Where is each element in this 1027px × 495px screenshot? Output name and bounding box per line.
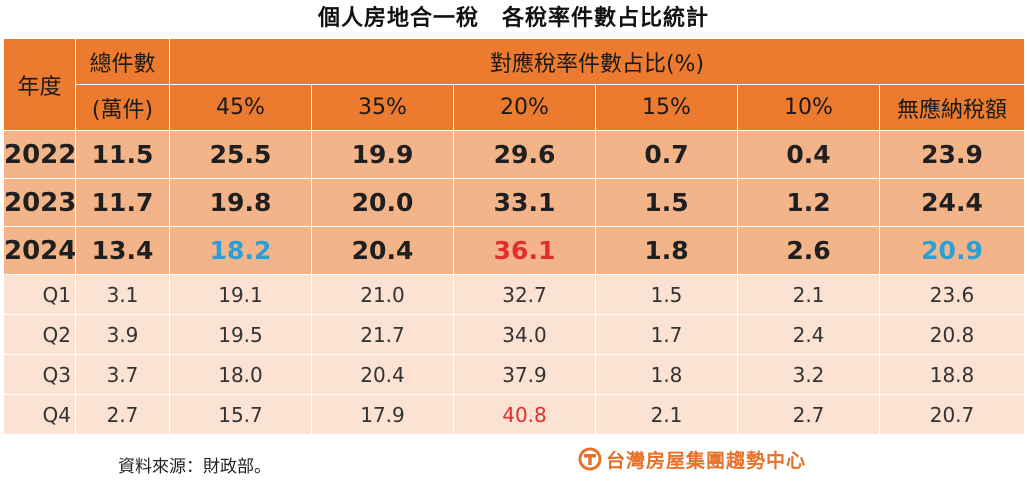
ratio-group-header: 對應稅率件數占比(%): [168, 38, 1026, 85]
value-cell: 1.5: [595, 178, 738, 227]
value-cell: 21.0: [311, 274, 454, 315]
value-cell: 1.8: [595, 354, 738, 395]
year-cell: 2024: [3, 226, 76, 275]
value-cell: 17.9: [311, 394, 454, 435]
value-cell: 3.2: [737, 354, 880, 395]
value-cell: 19.5: [169, 314, 312, 355]
total-cell: 3.1: [75, 274, 170, 315]
value-cell: 0.4: [737, 130, 880, 179]
total-cell: 11.7: [75, 178, 170, 227]
year-header: 年度: [3, 38, 76, 131]
value-cell: 23.6: [878, 274, 1026, 315]
rate-header-45: 45%: [169, 84, 312, 131]
table-row: Q1 3.1 19.1 21.0 32.7 1.5 2.1 23.6: [3, 274, 1026, 315]
value-cell: 34.0: [453, 314, 596, 355]
value-cell: 20.4: [311, 354, 454, 395]
value-cell: 19.1: [169, 274, 312, 315]
table-row: 2024 13.4 18.2 20.4 36.1 1.8 2.6 20.9: [3, 226, 1026, 275]
year-cell: 2023: [3, 178, 76, 227]
value-cell: 20.7: [878, 394, 1026, 435]
value-cell: 25.5: [169, 130, 312, 179]
quarter-cell: Q1: [3, 274, 76, 315]
value-cell: 29.6: [453, 130, 596, 179]
value-cell: 2.1: [595, 394, 738, 435]
total-unit-header: (萬件): [75, 84, 170, 131]
value-cell: 2.6: [737, 226, 880, 275]
value-cell: 20.0: [311, 178, 454, 227]
value-cell: 2.4: [737, 314, 880, 355]
value-cell: 1.8: [595, 226, 738, 275]
source-note: 資料來源：財政部。: [118, 457, 271, 477]
value-cell: 15.7: [169, 394, 312, 435]
value-cell-highlight-low: 20.9: [878, 226, 1026, 275]
value-cell-highlight-high: 40.8: [453, 394, 596, 435]
year-cell: 2022: [3, 130, 76, 179]
value-cell: 24.4: [878, 178, 1026, 227]
value-cell: 20.8: [878, 314, 1026, 355]
brand-logo: 台灣房屋集團趨勢中心: [578, 444, 806, 474]
value-cell: 18.8: [878, 354, 1026, 395]
quarter-cell: Q2: [3, 314, 76, 355]
value-cell: 2.7: [737, 394, 880, 435]
table-row: 2022 11.5 25.5 19.9 29.6 0.7 0.4 23.9: [3, 130, 1026, 179]
total-header: 總件數: [75, 38, 170, 85]
rate-header-10: 10%: [737, 84, 880, 131]
header-row-2: (萬件) 45% 35% 20% 15% 10% 無應納稅額: [4, 84, 1026, 131]
value-cell: 0.7: [595, 130, 738, 179]
total-cell: 3.7: [75, 354, 170, 395]
rate-header-none: 無應納稅額: [878, 84, 1026, 131]
tax-rate-table: 年度 總件數 對應稅率件數占比(%) (萬件) 45% 35% 20% 15% …: [3, 38, 1026, 435]
table-row: Q2 3.9 19.5 21.7 34.0 1.7 2.4 20.8: [3, 314, 1026, 355]
value-cell: 1.5: [595, 274, 738, 315]
table-row: Q4 2.7 15.7 17.9 40.8 2.1 2.7 20.7: [3, 394, 1026, 435]
logo-text: 台灣房屋集團趨勢中心: [606, 449, 807, 472]
value-cell: 1.2: [737, 178, 880, 227]
taiwan-realty-logo-icon: [578, 447, 602, 471]
total-cell: 3.9: [75, 314, 170, 355]
value-cell-highlight-low: 18.2: [169, 226, 312, 275]
value-cell: 21.7: [311, 314, 454, 355]
total-cell: 11.5: [75, 130, 170, 179]
value-cell: 2.1: [737, 274, 880, 315]
value-cell: 1.7: [595, 314, 738, 355]
quarter-cell: Q4: [3, 394, 76, 435]
rate-header-15: 15%: [595, 84, 738, 131]
rate-header-20: 20%: [453, 84, 596, 131]
value-cell: 20.4: [311, 226, 454, 275]
value-cell: 23.9: [878, 130, 1026, 179]
table-row: 2023 11.7 19.8 20.0 33.1 1.5 1.2 24.4: [3, 178, 1026, 227]
value-cell: 18.0: [169, 354, 312, 395]
header-row-1: 年度 總件數 對應稅率件數占比(%): [3, 38, 1026, 131]
page-title: 個人房地合一稅 各稅率件數占比統計: [317, 6, 709, 31]
value-cell: 19.9: [311, 130, 454, 179]
value-cell: 33.1: [453, 178, 596, 227]
value-cell: 37.9: [453, 354, 596, 395]
value-cell-highlight-high: 36.1: [453, 226, 596, 275]
value-cell: 19.8: [169, 178, 312, 227]
value-cell: 32.7: [453, 274, 596, 315]
total-cell: 2.7: [75, 394, 170, 435]
rate-header-35: 35%: [311, 84, 454, 131]
table-row: Q3 3.7 18.0 20.4 37.9 1.8 3.2 18.8: [3, 354, 1026, 395]
quarter-cell: Q3: [3, 354, 76, 395]
total-cell: 13.4: [75, 226, 170, 275]
